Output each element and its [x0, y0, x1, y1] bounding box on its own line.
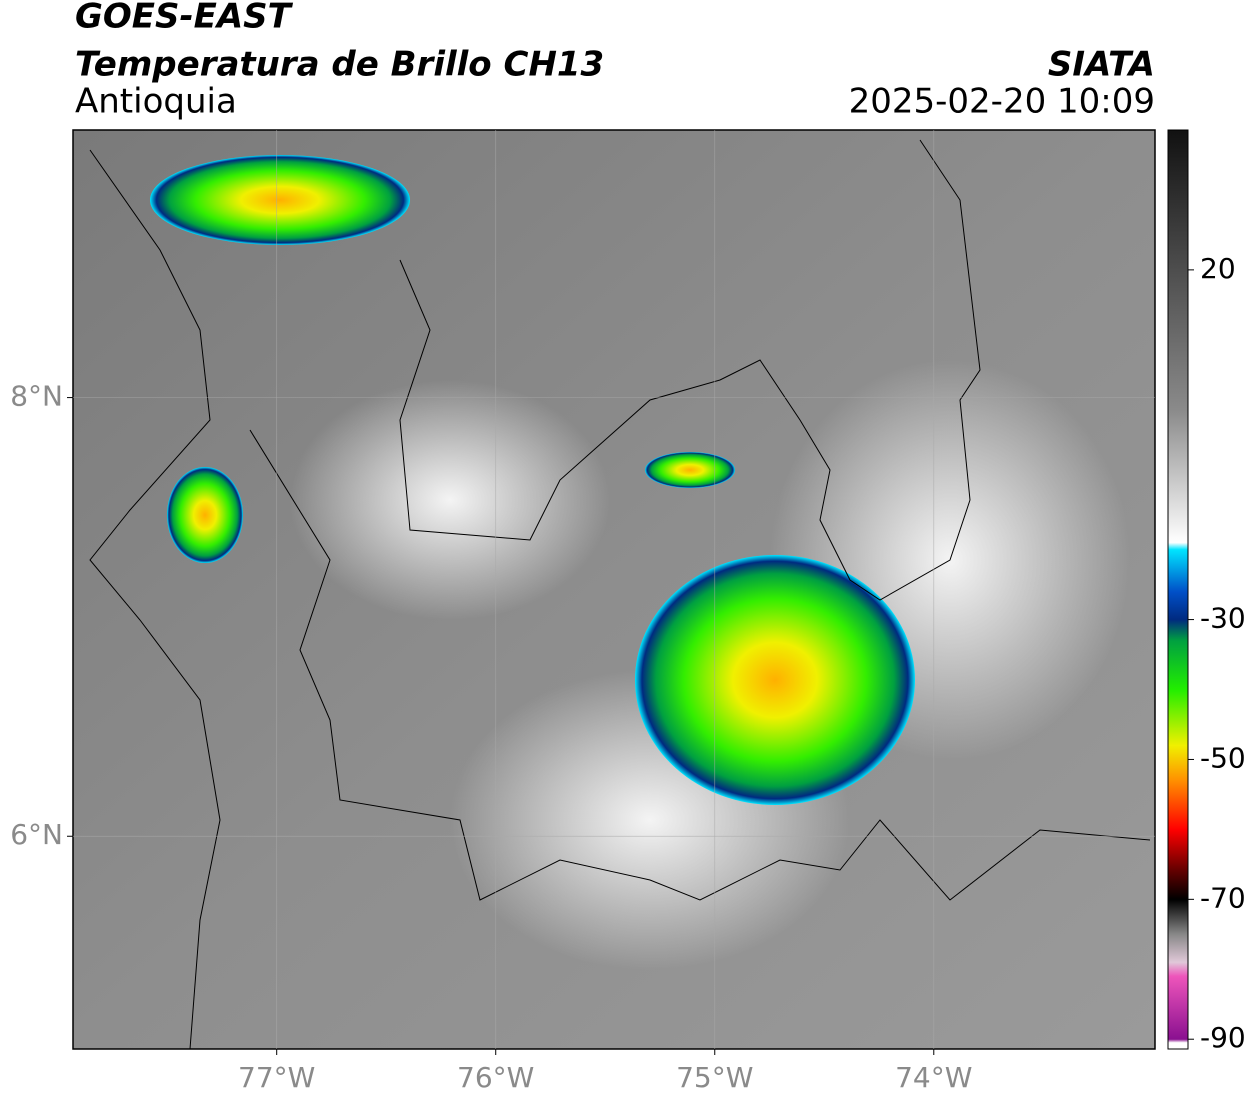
subtitle: Temperatura de Brillo CH13 — [75, 45, 604, 85]
border — [249, 429, 1151, 901]
storm — [167, 467, 243, 563]
coastline — [89, 149, 221, 1050]
x-tick-label: 76°W — [457, 1061, 534, 1094]
x-tick-label: 74°W — [895, 1061, 972, 1094]
cloud — [290, 380, 610, 620]
map-frame — [72, 129, 1156, 1050]
colorbar — [1167, 129, 1189, 1050]
colorbar-tick-label: -30 — [1200, 602, 1246, 635]
colorbar-tick-label: -90 — [1200, 1021, 1246, 1054]
colorbar-tick-label: 20 — [1200, 252, 1236, 285]
y-tick-label: 8°N — [10, 380, 63, 413]
title: GOES-EAST — [75, 0, 294, 37]
colorbar-tick-label: -50 — [1200, 741, 1246, 774]
x-tick-label: 75°W — [676, 1061, 753, 1094]
x-tick-label: 77°W — [238, 1061, 315, 1094]
storm — [645, 452, 735, 488]
storm — [635, 555, 915, 805]
source: SIATA — [1048, 45, 1155, 85]
y-tick-label: 6°N — [10, 818, 63, 851]
datetime: 2025-02-20 10:09 — [849, 82, 1155, 122]
storm — [150, 155, 410, 245]
colorbar-tick-label: -70 — [1200, 881, 1246, 914]
map — [73, 130, 1155, 1050]
border — [399, 139, 981, 601]
region: Antioquia — [75, 82, 237, 122]
